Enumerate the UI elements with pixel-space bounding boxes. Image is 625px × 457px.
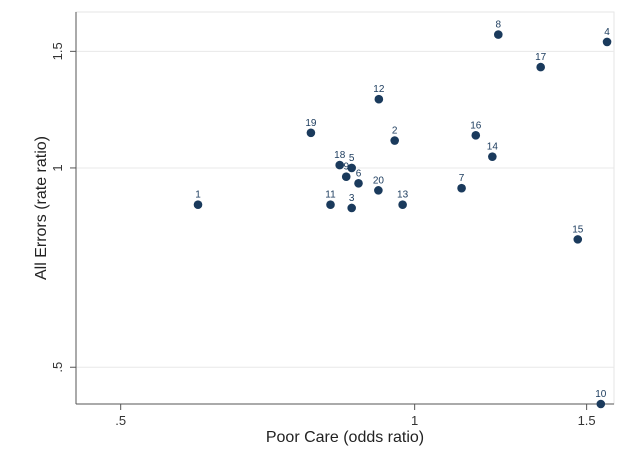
data-point-label: 20 (373, 175, 385, 186)
data-point (341, 172, 351, 181)
data-point (494, 30, 503, 39)
y-tick-label: .5 (50, 362, 65, 373)
data-point-label: 11 (325, 190, 336, 201)
y-tick-label: 1 (50, 164, 65, 171)
data-point (354, 178, 363, 188)
data-point-label: 18 (334, 150, 346, 161)
x-tick-label: 1 (411, 413, 418, 428)
data-point (374, 94, 384, 104)
data-point (193, 200, 203, 209)
data-point-label: 7 (459, 173, 465, 184)
data-point-label: 14 (487, 142, 499, 153)
y-tick-label: 1.5 (50, 42, 65, 60)
y-axis-ticks: .5 1 1.5 (50, 42, 76, 373)
data-point-label: 13 (397, 190, 409, 201)
data-point (398, 200, 407, 209)
data-point (471, 131, 481, 140)
data-point-label: 3 (349, 193, 355, 204)
y-axis-title: All Errors (rate ratio) (33, 136, 50, 280)
data-point (573, 235, 583, 244)
data-point-label: 10 (595, 389, 607, 400)
data-point (488, 152, 497, 161)
data-point (374, 186, 383, 195)
data-point (347, 163, 356, 173)
data-point-label: 2 (392, 126, 398, 137)
plot-area (75, 11, 615, 405)
data-point-label: 5 (349, 153, 355, 164)
x-tick-label: 1.5 (578, 413, 596, 428)
gridlines (76, 50, 614, 368)
data-point (347, 203, 356, 213)
data-point-label: 9 (343, 162, 349, 173)
data-point-label: 12 (373, 84, 385, 95)
data-point-label: 16 (470, 120, 482, 131)
data-point-label: 19 (305, 118, 317, 129)
data-point (602, 37, 612, 47)
data-point (536, 62, 545, 72)
data-point-label: 8 (496, 20, 502, 31)
data-point-label: 1 (195, 190, 201, 201)
data-point-label: 4 (604, 27, 610, 38)
data-point (596, 399, 606, 409)
data-point (457, 183, 466, 193)
data-point (326, 200, 335, 209)
data-point-label: 17 (535, 52, 547, 63)
data-point (390, 136, 399, 145)
x-axis-ticks: .5 1 1.5 (115, 404, 596, 428)
data-point (306, 128, 316, 138)
x-tick-label: .5 (115, 413, 126, 428)
data-point-label: 15 (572, 224, 584, 235)
data-point (335, 160, 345, 170)
x-axis-title: Poor Care (odds ratio) (266, 429, 424, 446)
data-point-label: 6 (356, 168, 362, 179)
